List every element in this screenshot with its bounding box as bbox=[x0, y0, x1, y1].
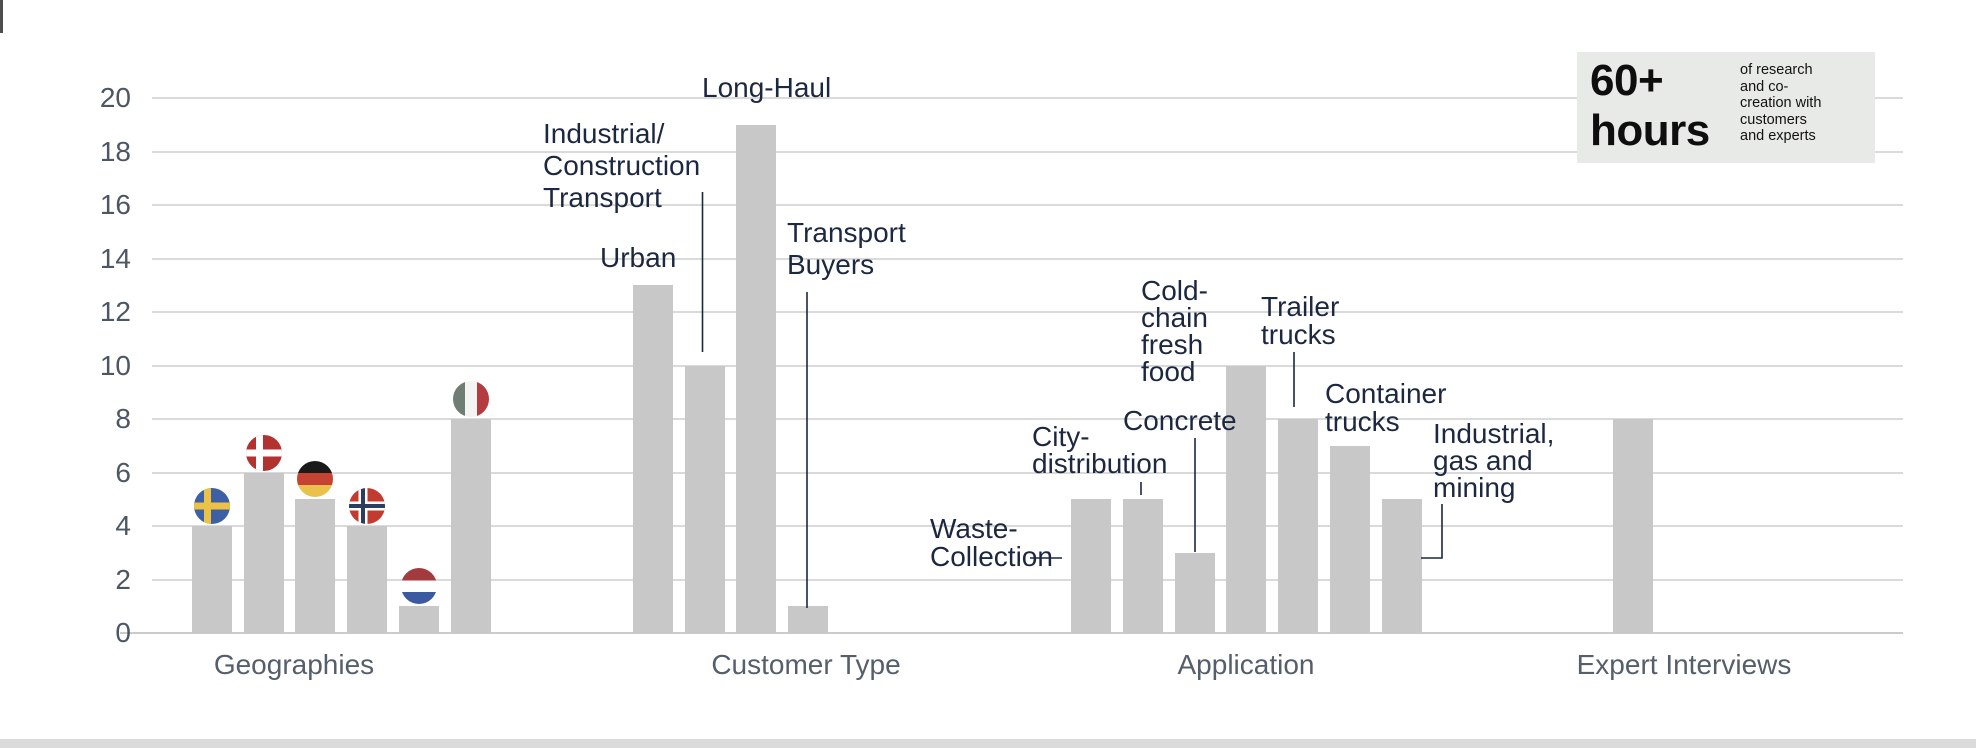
x-axis-group-label: Expert Interviews bbox=[1576, 649, 1792, 680]
callout-headline-line1: 60+ bbox=[1590, 56, 1664, 105]
callout-headline: 60+ hours bbox=[1590, 56, 1710, 156]
flag-denmark-icon bbox=[246, 435, 282, 471]
y-tick-label: 16 bbox=[99, 189, 131, 220]
y-gridline bbox=[152, 97, 1903, 99]
bar-trailer-trucks bbox=[1278, 419, 1319, 633]
y-gridline bbox=[152, 578, 1903, 581]
x-axis-group-label: Geographies bbox=[213, 649, 375, 680]
y-gridline bbox=[152, 257, 1903, 260]
annotation-cold-chain-fresh-food: Cold- chain fresh food bbox=[1141, 275, 1208, 387]
flag-italy-icon bbox=[453, 381, 489, 417]
bar-netherlands bbox=[398, 606, 439, 633]
x-axis-line bbox=[120, 632, 1903, 634]
y-gridline bbox=[152, 471, 1903, 474]
annotation-long-haul: Long-Haul bbox=[702, 72, 832, 103]
y-tick-label: 14 bbox=[99, 242, 131, 274]
y-tick-label: 0 bbox=[115, 617, 131, 648]
annotation-industrial-construction-transport: Industrial/ Construction Transport bbox=[543, 118, 701, 213]
bar-germany bbox=[295, 499, 336, 633]
bar-long-haul bbox=[736, 124, 777, 633]
y-gridline bbox=[152, 150, 1903, 153]
annotation-city-distribution: City- distribution bbox=[1032, 421, 1168, 479]
y-tick-label: 18 bbox=[99, 135, 131, 167]
x-axis-group-label: Application bbox=[1177, 649, 1315, 680]
bar-transport-buyers bbox=[788, 606, 829, 633]
bar-sweden bbox=[192, 526, 232, 633]
bar-industrial-construction-transport bbox=[684, 365, 725, 633]
bar-cold-chain-fresh-food bbox=[1226, 365, 1267, 633]
leader-line-industrial-gas-mining bbox=[1421, 504, 1443, 559]
bar-denmark bbox=[243, 472, 284, 633]
bar-concrete bbox=[1174, 552, 1215, 633]
flag-norway-icon bbox=[349, 488, 385, 524]
y-tick-label: 8 bbox=[115, 403, 131, 434]
flag-sweden-icon bbox=[194, 488, 230, 524]
y-tick-label: 10 bbox=[99, 349, 131, 381]
bar-italy bbox=[450, 419, 491, 633]
y-tick-label: 6 bbox=[115, 456, 131, 488]
y-tick-label: 12 bbox=[99, 296, 131, 327]
bar-norway bbox=[347, 526, 388, 633]
annotation-urban: Urban bbox=[600, 242, 677, 273]
y-gridline bbox=[152, 311, 1903, 313]
hours-callout: 60+ hours of research and co- creation wi… bbox=[1577, 52, 1875, 163]
y-tick-label: 20 bbox=[99, 82, 131, 113]
callout-description: of research and co- creation with custom… bbox=[1740, 62, 1822, 144]
bar-urban bbox=[633, 285, 673, 633]
flag-netherlands-icon bbox=[401, 568, 437, 604]
y-gridline bbox=[152, 525, 1903, 527]
annotation-concrete: Concrete bbox=[1123, 405, 1237, 436]
y-gridline bbox=[152, 204, 1903, 206]
bar-container-trucks bbox=[1330, 445, 1370, 633]
callout-headline-line2: hours bbox=[1590, 106, 1710, 155]
annotation-waste-collection: Waste- Collection bbox=[930, 513, 1053, 572]
bottom-edge-strip bbox=[0, 739, 1976, 748]
bar-industrial-gas-and-mining bbox=[1381, 499, 1422, 633]
x-axis-group-label: Customer Type bbox=[711, 649, 901, 680]
bar-city-distribution bbox=[1122, 499, 1163, 633]
y-gridline bbox=[152, 418, 1903, 420]
edge-artifact-tick bbox=[0, 0, 3, 33]
annotation-transport-buyers: Transport Buyers bbox=[787, 217, 906, 280]
bar-waste-collection bbox=[1071, 499, 1111, 633]
y-tick-label: 4 bbox=[115, 510, 131, 541]
annotation-trailer-trucks: Trailer trucks bbox=[1261, 291, 1340, 350]
flag-germany-icon bbox=[297, 461, 333, 497]
annotation-container-trucks: Container trucks bbox=[1325, 378, 1447, 437]
annotation-industrial-gas-mining: Industrial, gas and mining bbox=[1433, 418, 1555, 503]
y-tick-label: 2 bbox=[115, 563, 131, 595]
bar-expert-interviews bbox=[1613, 419, 1653, 633]
y-gridline bbox=[152, 364, 1903, 367]
